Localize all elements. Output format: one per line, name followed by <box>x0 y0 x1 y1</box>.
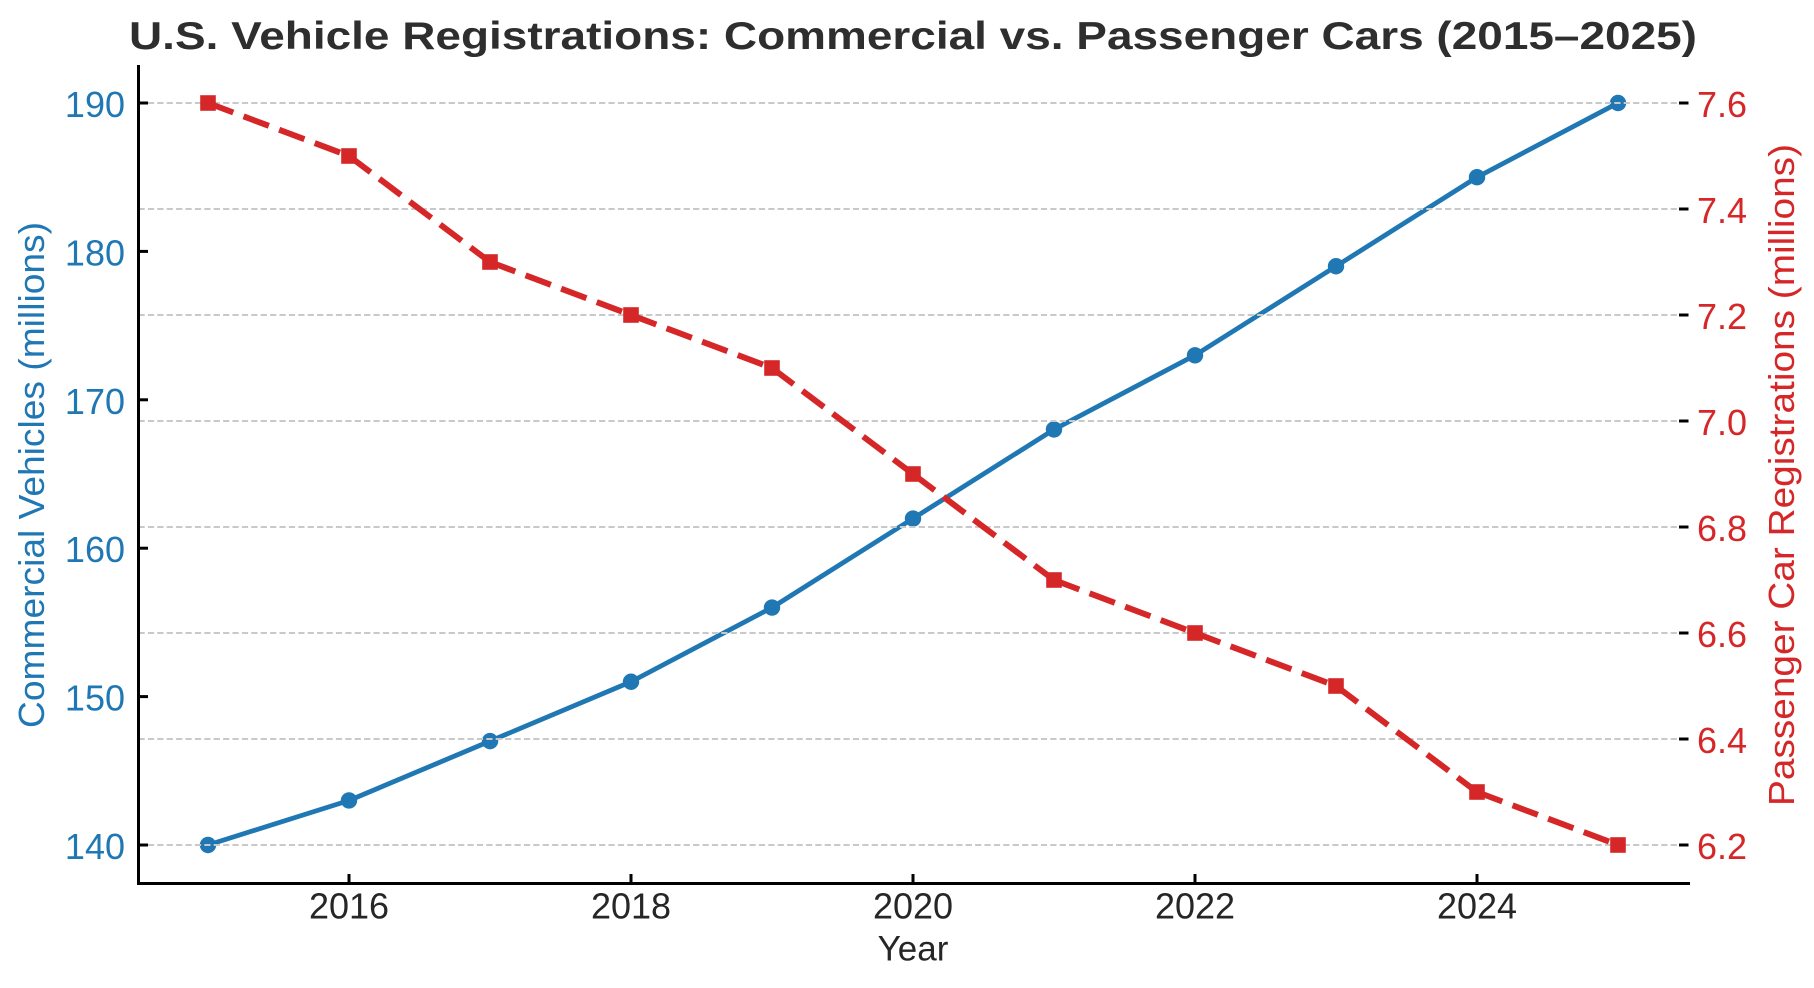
svg-text:2018: 2018 <box>591 886 671 927</box>
svg-text:190: 190 <box>65 84 125 125</box>
svg-text:6.6: 6.6 <box>1697 614 1747 655</box>
svg-text:Passenger Car Registrations (m: Passenger Car Registrations (millions) <box>1761 144 1802 806</box>
svg-text:2020: 2020 <box>873 886 953 927</box>
svg-text:Commercial Vehicles (millions): Commercial Vehicles (millions) <box>11 222 52 728</box>
svg-text:2022: 2022 <box>1155 886 1235 927</box>
svg-text:140: 140 <box>65 826 125 867</box>
svg-text:U.S. Vehicle Registrations: Co: U.S. Vehicle Registrations: Commercial v… <box>129 15 1697 58</box>
svg-text:6.4: 6.4 <box>1697 720 1747 761</box>
svg-text:180: 180 <box>65 232 125 273</box>
svg-text:Year: Year <box>878 930 949 969</box>
svg-text:6.2: 6.2 <box>1697 826 1747 867</box>
svg-text:7.0: 7.0 <box>1697 402 1747 443</box>
svg-text:160: 160 <box>65 529 125 570</box>
svg-text:6.8: 6.8 <box>1697 508 1747 549</box>
svg-text:170: 170 <box>65 381 125 422</box>
svg-text:150: 150 <box>65 678 125 719</box>
svg-text:7.2: 7.2 <box>1697 296 1747 337</box>
svg-text:7.4: 7.4 <box>1697 190 1747 231</box>
svg-text:2016: 2016 <box>309 886 389 927</box>
svg-text:7.6: 7.6 <box>1697 84 1747 125</box>
svg-text:2024: 2024 <box>1437 886 1517 927</box>
